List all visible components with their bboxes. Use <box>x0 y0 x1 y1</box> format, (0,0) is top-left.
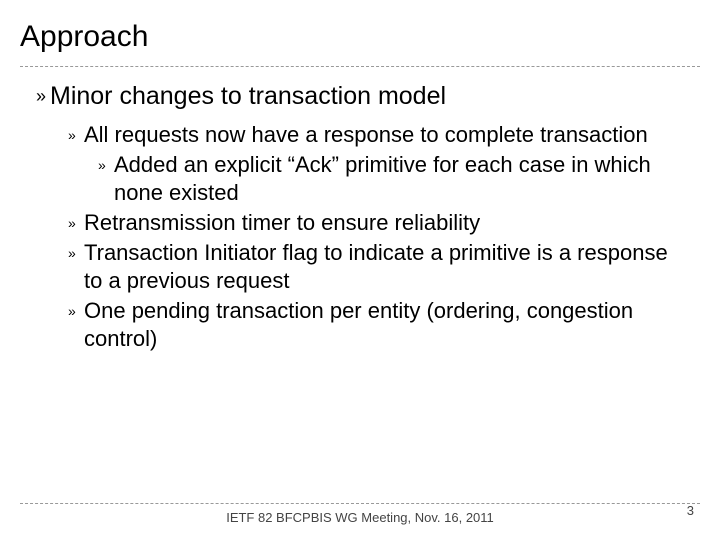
list-item-text: Retransmission timer to ensure reliabili… <box>84 209 480 237</box>
bullet-icon: » <box>68 297 84 325</box>
list-item: » One pending transaction per entity (or… <box>68 297 680 353</box>
list-item: » Retransmission timer to ensure reliabi… <box>68 209 680 237</box>
footer-text: IETF 82 BFCPBIS WG Meeting, Nov. 16, 201… <box>0 510 720 526</box>
list-item-text: Transaction Initiator flag to indicate a… <box>84 239 680 295</box>
bullet-icon: » <box>68 209 84 237</box>
heading-text: Minor changes to transaction model <box>50 81 446 111</box>
slide: Approach » Minor changes to transaction … <box>0 0 720 540</box>
list-item: » All requests now have a response to co… <box>68 121 680 149</box>
slide-title: Approach <box>20 20 720 54</box>
bullet-icon: » <box>98 151 114 179</box>
divider-bottom <box>20 503 700 504</box>
footer-area: IETF 82 BFCPBIS WG Meeting, Nov. 16, 201… <box>0 503 720 526</box>
level2-list: » All requests now have a response to co… <box>36 121 680 353</box>
bullet-icon: » <box>68 239 84 267</box>
list-item: » Added an explicit “Ack” primitive for … <box>98 151 680 207</box>
title-area: Approach <box>0 0 720 62</box>
bullet-icon: » <box>68 121 84 149</box>
page-number: 3 <box>687 503 694 518</box>
list-item: » Transaction Initiator flag to indicate… <box>68 239 680 295</box>
list-item-text: All requests now have a response to comp… <box>84 121 648 149</box>
content-area: » Minor changes to transaction model » A… <box>0 67 720 353</box>
level3-list: » Added an explicit “Ack” primitive for … <box>68 151 680 207</box>
bullet-icon: » <box>36 81 50 111</box>
heading-item: » Minor changes to transaction model <box>36 81 680 111</box>
list-item-text: One pending transaction per entity (orde… <box>84 297 680 353</box>
list-item-text: Added an explicit “Ack” primitive for ea… <box>114 151 680 207</box>
